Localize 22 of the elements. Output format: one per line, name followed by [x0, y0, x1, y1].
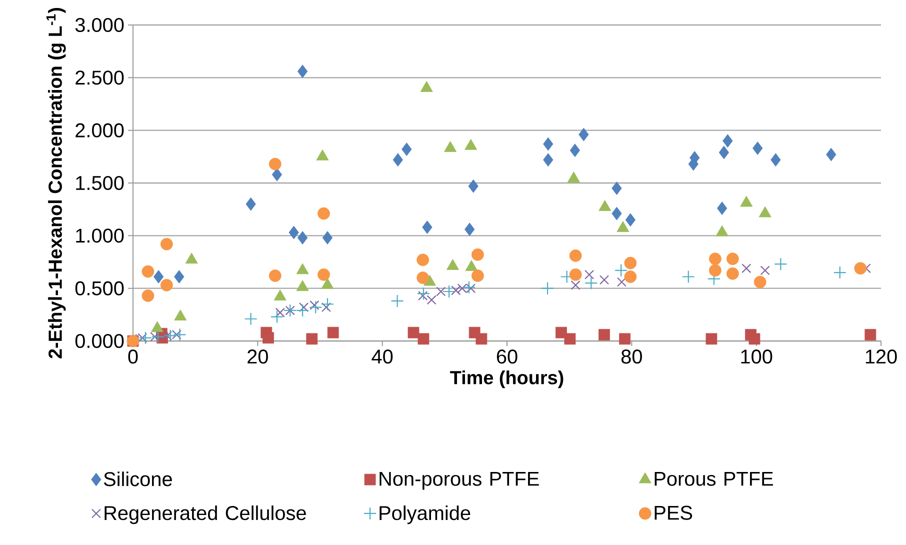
legend-label: Silicone	[104, 472, 172, 486]
y-tick-label: 1.000	[76, 228, 124, 243]
y-axis-title: 2-Ethyl-1-Hexanol Concentration (g L$^{-1}$)	[46, 8, 66, 358]
x-tick-label: 20	[248, 350, 268, 364]
x-tick-label: 40	[372, 350, 393, 364]
x-tick-label: 80	[621, 350, 642, 364]
y-tick-label: 3.000	[75, 18, 124, 32]
x-tick-label: 60	[496, 350, 518, 364]
y-tick-label: 1.500	[76, 176, 124, 190]
legend-label: Non-porous PTFE	[380, 472, 539, 490]
legend-label: Polyamide	[380, 506, 470, 524]
x-tick-label: 0	[128, 350, 138, 364]
legend-label: PES	[654, 506, 692, 520]
legend-label: Porous PTFE	[654, 472, 773, 486]
legend-label: Regenerated Cellulose	[104, 506, 306, 524]
y-tick-label: 2.000	[76, 123, 124, 138]
y-tick-label: 0.000	[75, 334, 124, 348]
x-tick-label: 100	[741, 350, 772, 364]
x-axis-title: Time (hours)	[450, 370, 564, 388]
y-tick-label: 2.500	[76, 70, 124, 85]
x-tick-label: 120	[866, 350, 897, 364]
y-tick-label: 0.500	[75, 281, 124, 296]
